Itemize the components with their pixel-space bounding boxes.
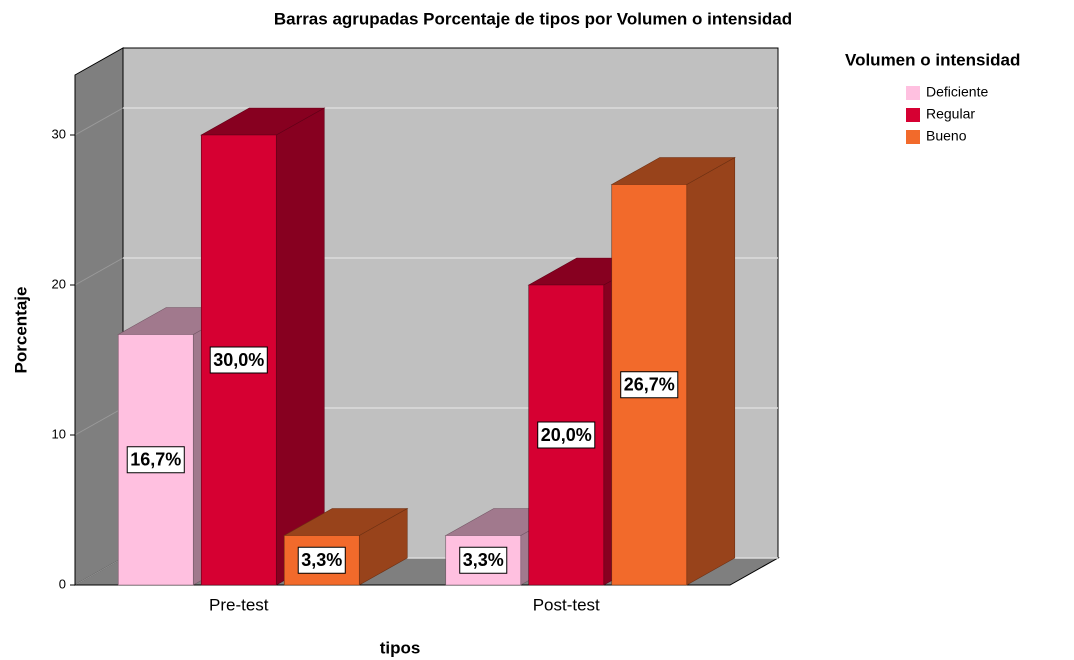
x-tick-label: Post-test bbox=[533, 595, 600, 614]
y-tick-label: 20 bbox=[52, 276, 66, 291]
x-axis-label: tipos bbox=[380, 638, 421, 657]
chart-title: Barras agrupadas Porcentaje de tipos por… bbox=[274, 9, 792, 28]
left-wall bbox=[74, 47, 124, 586]
grid-line bbox=[74, 107, 124, 136]
grid-line bbox=[74, 407, 124, 436]
value-label-box bbox=[537, 421, 596, 449]
legend-label: Bueno bbox=[926, 128, 967, 144]
bar-side bbox=[275, 107, 325, 586]
legend-swatch bbox=[906, 108, 920, 122]
value-label: 20,0% bbox=[541, 425, 592, 445]
legend-label: Deficiente bbox=[926, 84, 988, 100]
bar-side bbox=[686, 156, 736, 586]
grid-line bbox=[74, 257, 124, 286]
value-label: 16,7% bbox=[130, 450, 181, 470]
value-label-box bbox=[126, 446, 185, 474]
grid-line bbox=[74, 557, 124, 586]
value-label: 3,3% bbox=[301, 550, 342, 570]
value-label-box bbox=[620, 371, 679, 399]
value-label: 3,3% bbox=[463, 550, 504, 570]
value-label-box bbox=[209, 346, 268, 374]
legend-title: Volumen o intensidad bbox=[845, 50, 1020, 69]
legend-label: Regular bbox=[926, 106, 975, 122]
legend-swatch bbox=[906, 130, 920, 144]
value-label: 26,7% bbox=[624, 375, 675, 395]
value-label-box bbox=[459, 546, 508, 574]
value-label: 30,0% bbox=[213, 350, 264, 370]
legend-swatch bbox=[906, 86, 920, 100]
x-tick-label: Pre-test bbox=[209, 595, 269, 614]
y-tick-label: 10 bbox=[52, 426, 66, 441]
y-tick-label: 30 bbox=[52, 126, 66, 141]
y-tick-label: 0 bbox=[59, 576, 66, 591]
y-axis-label: Porcentaje bbox=[11, 287, 30, 374]
value-label-box bbox=[297, 546, 346, 574]
